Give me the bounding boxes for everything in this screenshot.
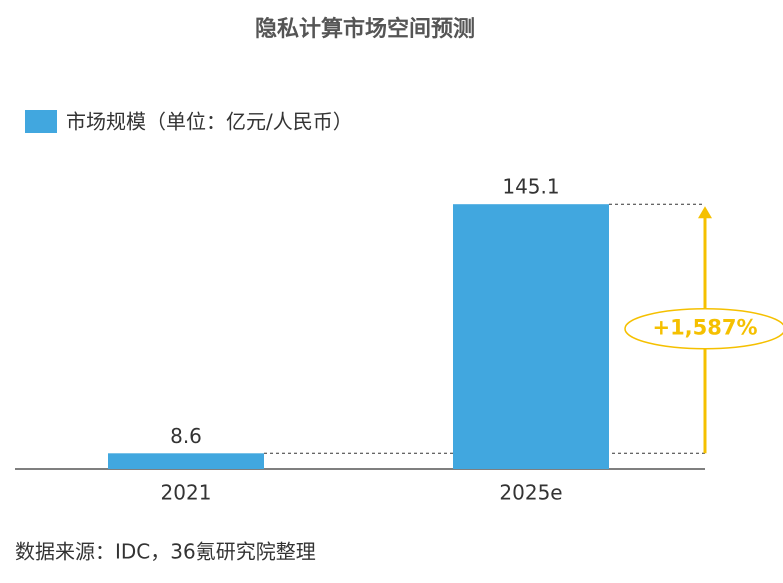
bar (108, 453, 264, 469)
legend-label: 市场规模（单位：亿元/人民币） (66, 110, 353, 134)
annotation-bubble (624, 308, 783, 350)
source-note: 数据来源：IDC，36氪研究院整理 (15, 540, 316, 564)
bar (453, 204, 609, 469)
x-tick-label: 2021 (161, 481, 212, 505)
chart-title: 隐私计算市场空间预测 (255, 16, 475, 42)
value-label: 8.6 (170, 424, 202, 448)
value-label: 145.1 (502, 175, 559, 199)
x-tick-label: 2025e (499, 481, 562, 505)
arrow-head (698, 206, 712, 219)
legend-swatch (25, 110, 57, 133)
annotation: +1,587% (652, 316, 757, 340)
